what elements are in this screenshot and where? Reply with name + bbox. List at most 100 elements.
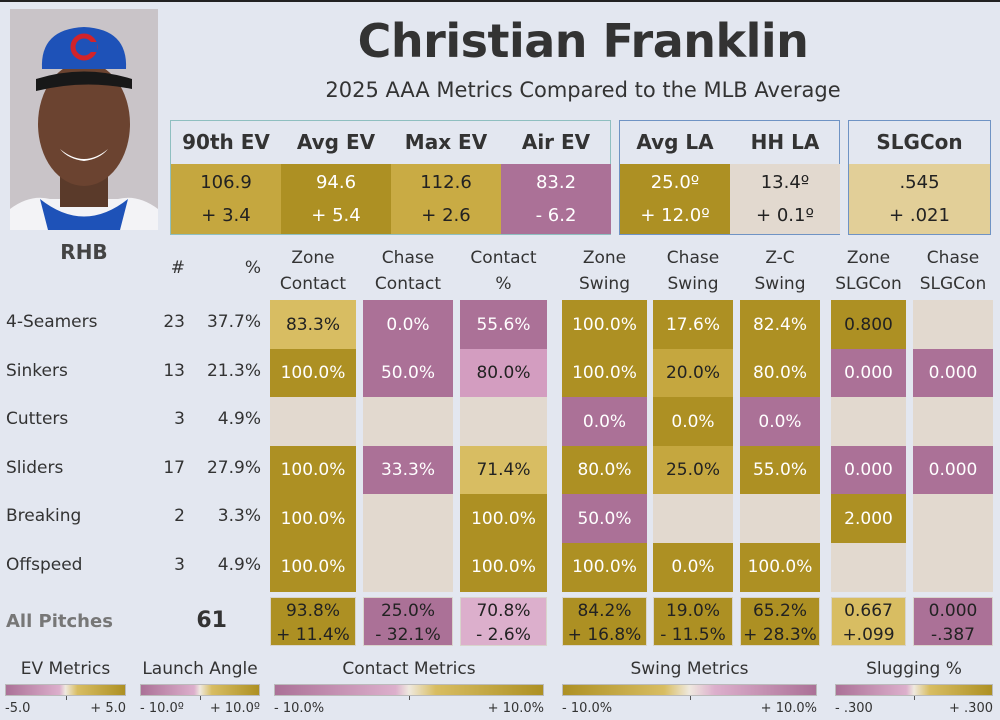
metric-cell: 13.4º + 0.1º bbox=[730, 164, 840, 234]
metric-header: SLGCon bbox=[876, 130, 963, 154]
column-header: Zone Swing bbox=[579, 248, 630, 294]
pct-header: % bbox=[244, 258, 261, 278]
legend-max: + 10.0% bbox=[760, 701, 817, 716]
total-cell: 65.2% + 28.3% bbox=[740, 597, 820, 646]
legend-midpoint-tick bbox=[689, 696, 691, 700]
total-diff: - 2.6% bbox=[476, 625, 531, 645]
metric-cell: 0.0% bbox=[740, 397, 820, 446]
metric-diff: - 6.2 bbox=[535, 205, 577, 226]
count-header: # bbox=[170, 258, 185, 278]
metric-cell: 0.000 bbox=[831, 348, 906, 398]
metric-cell: .545 + .021 bbox=[849, 164, 990, 234]
metric-cell: 100.0% bbox=[270, 445, 356, 495]
pitch-count: 3 bbox=[174, 409, 185, 429]
total-cell: 25.0% - 32.1% bbox=[363, 597, 453, 646]
metric-cell: 25.0% bbox=[653, 445, 733, 495]
legend-title: Slugging % bbox=[866, 659, 962, 679]
pitch-pct: 4.9% bbox=[217, 554, 261, 575]
metric-header: 90th EV bbox=[182, 130, 270, 154]
pitch-type-label: Cutters bbox=[6, 409, 69, 429]
metric-cell: 2.000 bbox=[831, 494, 906, 543]
pitch-type-label: 4-Seamers bbox=[6, 312, 98, 332]
total-value: 0.667 bbox=[844, 601, 893, 621]
column-header: Chase SLGCon bbox=[919, 248, 987, 294]
legend-min: -5.0 bbox=[5, 701, 31, 716]
metric-cell bbox=[363, 397, 453, 446]
metric-cell: 100.0% bbox=[460, 542, 547, 592]
total-value: 25.0% bbox=[380, 601, 435, 621]
total-value: 93.8% bbox=[285, 601, 340, 621]
legend-max: + 5.0 bbox=[90, 701, 126, 716]
metric-cell bbox=[831, 542, 906, 592]
metric-header: Avg LA bbox=[636, 130, 714, 154]
ev-metrics-box: 90th EV 106.9 + 3.4 Avg EV 94.6 + 5.4 Max EV 11… bbox=[170, 120, 611, 235]
legend-midpoint-tick bbox=[914, 696, 915, 700]
legend-min: - 10.0º bbox=[140, 701, 184, 716]
pitch-count: 2 bbox=[174, 506, 185, 526]
handedness: RHB bbox=[60, 240, 108, 264]
metric-cell bbox=[831, 397, 906, 446]
metric-cell: 80.0% bbox=[460, 348, 547, 398]
metric-header: Air EV bbox=[521, 130, 591, 154]
legend-midpoint-tick bbox=[65, 696, 67, 700]
metric-diff: + .021 bbox=[889, 205, 950, 226]
metric-cell bbox=[653, 494, 733, 543]
metric-diff: + 3.4 bbox=[201, 205, 251, 226]
column-header: Zone SLGCon bbox=[835, 248, 902, 294]
metric-cell: 100.0% bbox=[562, 300, 647, 349]
total-cell: 19.0% - 11.5% bbox=[653, 597, 733, 646]
total-cell: 0.667 +.099 bbox=[831, 597, 906, 646]
total-cell: 84.2% + 16.8% bbox=[562, 597, 647, 646]
legend-max: + 10.0% bbox=[487, 701, 544, 716]
pitch-pct: 21.3% bbox=[206, 360, 261, 381]
slgcon-box: SLGCon .545 + .021 bbox=[848, 120, 991, 235]
metric-cell: 80.0% bbox=[740, 348, 820, 398]
total-diff: + 11.4% bbox=[276, 625, 350, 645]
legend-gradient-bar bbox=[5, 684, 126, 696]
legend-midpoint-tick bbox=[200, 696, 201, 700]
pitch-type-label: Sinkers bbox=[6, 360, 68, 381]
metric-cell: 83.2 - 6.2 bbox=[501, 164, 611, 234]
legend-min: - .300 bbox=[835, 701, 873, 716]
metric-cell: 106.9 + 3.4 bbox=[171, 164, 281, 234]
legend-title: Swing Metrics bbox=[630, 659, 749, 679]
total-value: 65.2% bbox=[752, 601, 807, 621]
metric-value: 112.6 bbox=[420, 172, 472, 193]
metric-cell bbox=[913, 494, 993, 543]
metric-cell: 80.0% bbox=[562, 445, 647, 495]
player-headshot bbox=[10, 9, 158, 230]
metric-value: .545 bbox=[899, 172, 940, 193]
metric-diff: + 12.0º bbox=[640, 205, 710, 226]
total-diff: + 28.3% bbox=[743, 625, 817, 645]
column-header: Chase Contact bbox=[374, 248, 442, 294]
metric-cell: 100.0% bbox=[270, 494, 356, 543]
metric-cell: 94.6 + 5.4 bbox=[281, 164, 391, 234]
pitch-pct: 4.9% bbox=[217, 409, 261, 429]
metric-value: 13.4º bbox=[760, 172, 810, 193]
metric-value: 83.2 bbox=[535, 172, 577, 193]
metric-value: 106.9 bbox=[200, 172, 252, 193]
metric-cell: 55.6% bbox=[460, 300, 547, 349]
pitch-count: 3 bbox=[174, 554, 185, 575]
legend-min: - 10.0% bbox=[562, 701, 613, 716]
metric-cell: 100.0% bbox=[562, 542, 647, 592]
total-value: 0.000 bbox=[928, 601, 978, 621]
legend-midpoint-tick bbox=[409, 696, 410, 700]
metric-cell: 100.0% bbox=[270, 542, 356, 592]
column-header: Contact% bbox=[470, 248, 537, 294]
player-name: Christian Franklin bbox=[357, 14, 809, 68]
pitch-count: 13 bbox=[163, 360, 185, 381]
top-border bbox=[0, 0, 1000, 2]
metric-cell: 100.0% bbox=[562, 348, 647, 398]
metric-cell: 17.6% bbox=[653, 300, 733, 349]
column-header: Z-C Swing bbox=[754, 248, 806, 294]
metric-cell: 100.0% bbox=[740, 542, 820, 592]
metric-cell bbox=[740, 494, 820, 543]
legend-max: + 10.0º bbox=[209, 701, 260, 716]
total-value: 19.0% bbox=[665, 601, 720, 621]
legend-gradient-bar bbox=[562, 684, 817, 696]
pitch-type-label: Offspeed bbox=[6, 554, 83, 575]
total-diff: +.099 bbox=[842, 625, 895, 645]
legend-gradient-bar bbox=[274, 684, 544, 696]
total-diff: -.387 bbox=[931, 625, 975, 645]
